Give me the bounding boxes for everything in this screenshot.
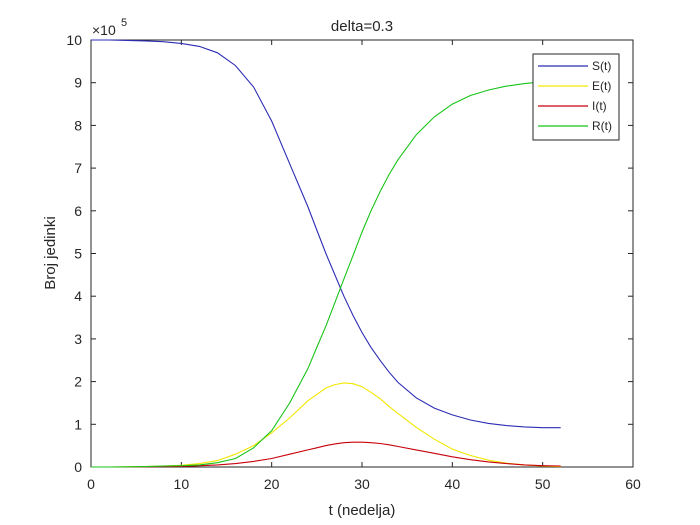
legend-label: R(t) [592, 119, 612, 133]
y-tick-label: 4 [74, 288, 82, 304]
legend-item: S(t) [538, 59, 611, 73]
series-line-rt [91, 80, 561, 468]
y-tick-label: 3 [74, 331, 82, 347]
y-tick-label: 1 [74, 416, 82, 432]
legend-item: I(t) [538, 99, 607, 113]
y-tick-label: 8 [74, 117, 82, 133]
legend-label: S(t) [592, 59, 611, 73]
axis-exponent: ×10 5 [92, 17, 127, 38]
legend-item: R(t) [538, 119, 612, 133]
legend-item: E(t) [538, 79, 611, 93]
y-tick-labels: 0 1 2 3 4 5 6 7 8 9 10 [66, 32, 82, 475]
y-tick-label: 6 [74, 203, 82, 219]
legend: S(t) E(t) I(t) R(t) [532, 53, 620, 141]
y-tick-label: 7 [74, 160, 82, 176]
x-axis-title: t (nedelja) [329, 502, 396, 519]
x-tick-labels: 0 10 20 30 40 50 60 [87, 476, 641, 492]
x-tick-label: 40 [445, 476, 461, 492]
axis-exponent-power: 5 [121, 17, 127, 29]
x-tick-label: 60 [625, 476, 641, 492]
series-line-it [91, 441, 561, 468]
legend-label: I(t) [592, 99, 607, 113]
legend-items: S(t) E(t) I(t) R(t) [538, 59, 612, 133]
y-axis-title: Broj jedinki [42, 216, 59, 289]
chart-title: delta=0.3 [331, 18, 393, 35]
series-line-st [91, 39, 561, 429]
axis-exponent-base: ×10 [92, 22, 116, 38]
legend-label: E(t) [592, 79, 611, 93]
x-tick-label: 0 [87, 476, 95, 492]
x-tick-label: 50 [535, 476, 551, 492]
y-tick-label: 5 [74, 246, 82, 262]
series-lines [91, 39, 561, 468]
y-tick-label: 2 [74, 374, 82, 390]
x-tick-label: 10 [174, 476, 190, 492]
y-tick-label: 0 [74, 459, 82, 475]
x-tick-label: 20 [264, 476, 280, 492]
x-tick-label: 30 [354, 476, 370, 492]
y-tick-label: 9 [74, 75, 82, 91]
y-tick-label: 10 [66, 32, 82, 48]
